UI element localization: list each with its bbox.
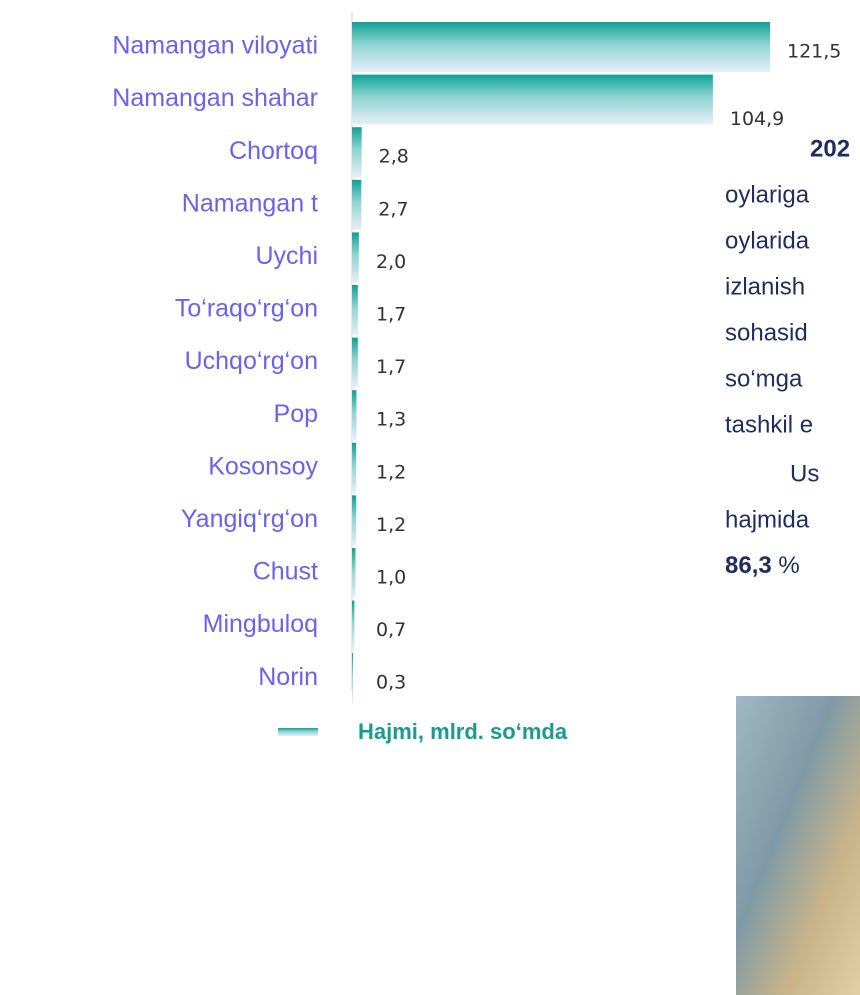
side-line: oylariga bbox=[725, 181, 810, 208]
photo bbox=[736, 696, 860, 995]
value-label: 1,3 bbox=[376, 409, 406, 431]
value-label: 0,7 bbox=[376, 619, 406, 641]
bar bbox=[352, 653, 353, 703]
category-label: Yangiq‘rg‘on bbox=[181, 505, 318, 533]
bar bbox=[352, 443, 356, 493]
category-label: Uchqo‘rg‘on bbox=[185, 347, 318, 375]
category-label: Uychi bbox=[255, 242, 318, 270]
side-line: oylarida bbox=[725, 227, 810, 254]
category-label: Mingbuloq bbox=[203, 610, 318, 638]
bar bbox=[352, 338, 358, 388]
value-label: 1,0 bbox=[376, 567, 406, 589]
category-label: Namangan shahar bbox=[112, 84, 318, 112]
legend-swatch bbox=[278, 728, 318, 736]
value-label: 121,5 bbox=[787, 41, 841, 63]
category-label: To‘raqo‘rg‘on bbox=[175, 295, 318, 323]
category-label: Chortoq bbox=[229, 137, 318, 165]
value-label: 104,9 bbox=[730, 108, 784, 130]
value-label: 2,0 bbox=[376, 251, 406, 273]
value-label: 2,8 bbox=[379, 146, 409, 168]
value-label: 1,7 bbox=[376, 356, 406, 378]
share-value: 86,3 bbox=[725, 552, 772, 579]
side-line: so‘mga bbox=[725, 365, 803, 392]
category-label: Chust bbox=[253, 558, 318, 586]
bar bbox=[352, 495, 356, 545]
category-label: Norin bbox=[258, 663, 318, 691]
side-line: sohasid bbox=[725, 319, 808, 346]
side-heading: Us bbox=[790, 460, 819, 487]
category-label: Kosonsoy bbox=[208, 452, 318, 480]
bar bbox=[352, 75, 713, 125]
bar bbox=[352, 22, 770, 72]
bar bbox=[352, 232, 359, 282]
side-heading: 202 bbox=[810, 135, 850, 162]
category-label: Namangan viloyati bbox=[112, 32, 318, 60]
value-label: 2,7 bbox=[378, 198, 408, 220]
bar bbox=[352, 285, 358, 335]
side-line: izlanish bbox=[725, 273, 805, 300]
bar bbox=[352, 127, 362, 177]
category-label: Namangan t bbox=[182, 189, 318, 217]
side-line: tashkil e bbox=[725, 411, 813, 438]
legend-label: Hajmi, mlrd. so‘mda bbox=[358, 719, 568, 744]
value-label: 1,2 bbox=[376, 461, 406, 483]
page: 202 Us 86,3 % Hajmi, mlrd. so‘mda Namang… bbox=[0, 0, 860, 995]
category-label: Pop bbox=[274, 400, 318, 428]
bar bbox=[352, 601, 354, 651]
value-label: 1,7 bbox=[376, 304, 406, 326]
value-label: 1,2 bbox=[376, 514, 406, 536]
side-line: hajmida bbox=[725, 506, 810, 533]
share-unit: % bbox=[778, 552, 799, 579]
bar bbox=[352, 390, 356, 440]
side-share: 86,3 % bbox=[725, 552, 800, 579]
value-label: 0,3 bbox=[376, 672, 406, 694]
bar bbox=[352, 180, 361, 230]
bar bbox=[352, 548, 355, 598]
